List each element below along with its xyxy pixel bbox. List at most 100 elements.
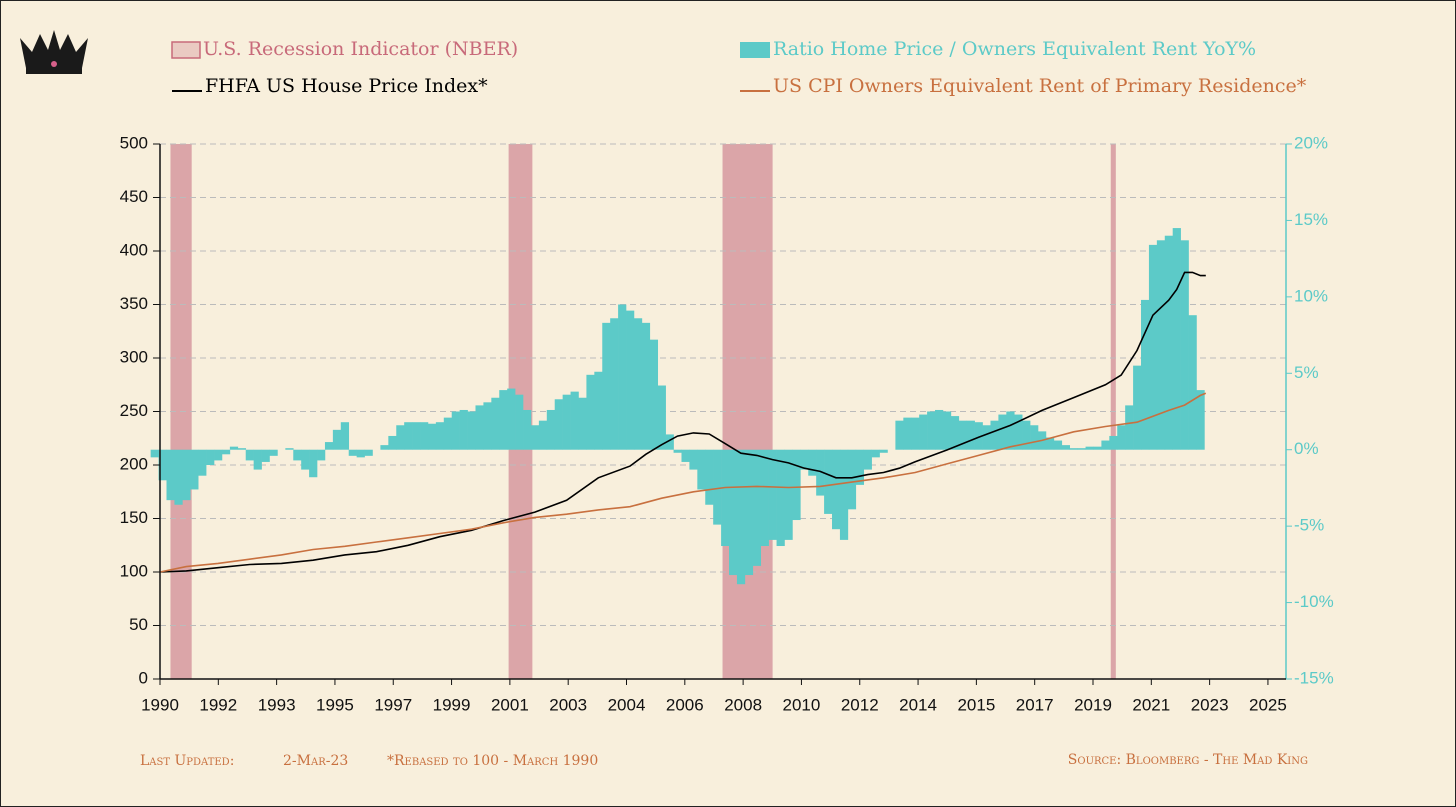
bar (752, 449, 762, 566)
x-tick-label: 2025 (1249, 695, 1287, 714)
x-tick-label: 1990 (141, 695, 179, 714)
bar (150, 449, 159, 458)
bar (927, 411, 936, 450)
bar (412, 422, 421, 450)
bar (380, 445, 389, 450)
bar (618, 304, 627, 450)
y-tick-label: 300 (120, 347, 148, 366)
bar (1141, 299, 1150, 450)
bar (499, 390, 508, 450)
legend-label: Ratio Home Price / Owners Equivalent Ren… (773, 38, 1256, 60)
x-tick-label: 2017 (1016, 695, 1054, 714)
bar (388, 435, 397, 450)
bar (570, 391, 579, 450)
bar (253, 449, 262, 470)
bar (610, 318, 619, 450)
bar (974, 422, 983, 450)
bar (1133, 365, 1142, 450)
x-tick-label: 2001 (491, 695, 529, 714)
bar (903, 417, 912, 450)
x-tick-label: 1993 (258, 695, 296, 714)
bar (1148, 244, 1158, 450)
bar (309, 449, 318, 478)
bar (950, 416, 960, 450)
bar (237, 448, 247, 450)
legend-label: FHFA US House Price Index* (205, 75, 488, 97)
bar (317, 449, 326, 461)
bar (206, 449, 215, 465)
bar (673, 449, 682, 453)
bar (800, 449, 809, 470)
bar (847, 449, 857, 510)
bar (1180, 240, 1189, 450)
legend-swatch (740, 42, 770, 58)
line (159, 392, 1207, 573)
y2-tick-label: 10% (1294, 286, 1328, 305)
bar (356, 449, 365, 458)
y-tick-label: 200 (120, 454, 148, 473)
bar (594, 371, 603, 450)
x-tick-label: 1995 (316, 695, 354, 714)
bar (332, 429, 342, 450)
crown-logo (20, 30, 88, 74)
x-tick-label: 2004 (608, 695, 646, 714)
bar (1045, 437, 1055, 450)
bar (760, 449, 769, 547)
bar (1069, 448, 1078, 450)
bar (364, 449, 373, 456)
bar (776, 449, 785, 547)
bar (523, 409, 532, 450)
bar (1022, 420, 1031, 450)
bar (546, 409, 556, 450)
bar (879, 449, 888, 453)
bar (641, 322, 651, 450)
y2-tick-label: 5% (1294, 363, 1319, 382)
bar (832, 449, 841, 530)
bar (855, 449, 865, 485)
y-tick-label: 350 (120, 294, 148, 313)
bar (816, 449, 825, 496)
updated-label: Last Updated: (140, 753, 234, 769)
bar (554, 399, 563, 450)
bar (229, 446, 239, 450)
bar (261, 449, 270, 462)
y-tick-label: 100 (120, 561, 148, 580)
bar (1077, 448, 1086, 450)
bar (1172, 228, 1181, 450)
x-tick-label: 1992 (199, 695, 237, 714)
bar (665, 434, 674, 450)
bar (633, 318, 643, 450)
source: Source: Bloomberg - The Mad King (1068, 752, 1308, 768)
legend-label: US CPI Owners Equivalent Rent of Primary… (773, 75, 1307, 97)
y-tick-label: 150 (120, 508, 148, 527)
y2-tick-label: 20% (1294, 133, 1328, 152)
bar (1030, 425, 1039, 450)
bar (863, 449, 872, 470)
bar (530, 425, 540, 450)
bar (491, 397, 500, 450)
bar (285, 448, 294, 450)
bar (1006, 411, 1015, 450)
bar (483, 402, 492, 450)
y-tick-label: 500 (120, 133, 148, 152)
bar (657, 385, 666, 450)
bar (451, 411, 460, 450)
bar (935, 409, 944, 450)
bar (467, 411, 476, 450)
bar (1101, 440, 1110, 450)
bar (744, 449, 754, 576)
bar (348, 449, 357, 456)
x-tick-label: 1999 (433, 695, 471, 714)
bar (808, 449, 817, 476)
x-tick-label: 2008 (724, 695, 762, 714)
bar (166, 449, 175, 501)
x-tick-label: 2021 (1132, 695, 1170, 714)
updated-date: 2-Mar-23 (283, 753, 348, 769)
x-tick-label: 2023 (1191, 695, 1229, 714)
bar (221, 449, 231, 455)
bar (871, 449, 880, 458)
bar (174, 449, 183, 505)
bar (198, 449, 207, 476)
bar (689, 449, 698, 470)
